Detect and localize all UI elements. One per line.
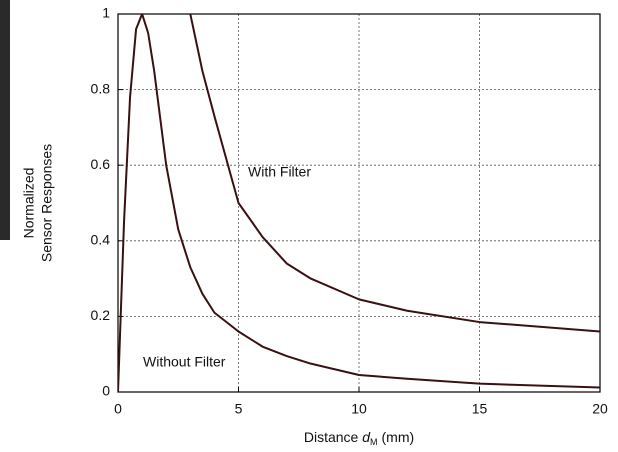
x-axis-label-subscript: M (370, 437, 378, 447)
y-tick-label: 0.4 (91, 232, 111, 248)
y-tick-label: 0.8 (91, 80, 111, 96)
series-annotation: Without Filter (143, 354, 226, 370)
y-axis-label-line: Normalized (21, 168, 37, 239)
x-tick-label: 5 (235, 401, 243, 417)
y-tick-label: 0 (102, 383, 110, 399)
x-tick-label: 15 (472, 401, 488, 417)
plot-area (118, 14, 600, 392)
x-axis-label: Distance dM (mm) (304, 429, 414, 448)
y-axis-label-line: Sensor Responses (39, 144, 55, 262)
x-axis-label-symbol: d (362, 429, 371, 445)
series-annotation: With Filter (248, 164, 311, 180)
y-tick-label: 0.6 (91, 156, 111, 172)
x-tick-label: 20 (592, 401, 608, 417)
x-tick-label: 10 (351, 401, 367, 417)
series-line (118, 14, 600, 392)
x-axis-label-text: Distance (304, 429, 359, 445)
edge-fragment (0, 0, 10, 240)
x-tick-label: 0 (114, 401, 122, 417)
y-tick-label: 1 (102, 5, 110, 21)
series-line (189, 14, 600, 333)
y-tick-label: 0.2 (91, 307, 111, 323)
x-axis-label-unit: (mm) (382, 429, 415, 445)
plot-frame (117, 13, 601, 393)
y-axis-label: Normalized Sensor Responses (21, 144, 55, 262)
